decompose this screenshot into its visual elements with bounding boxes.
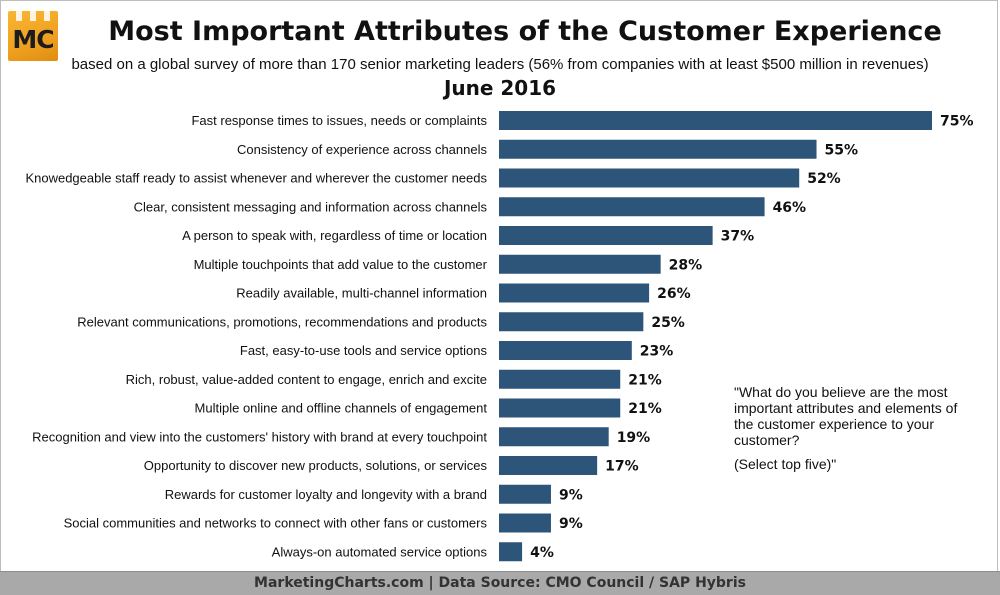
survey-question-note: "What do you believe are the most import… [734,384,974,472]
bar-8 [499,312,644,332]
value-label-7: 26% [657,286,691,302]
category-label-12: Recognition and view into the customers'… [32,429,487,444]
bar-7 [499,283,650,303]
category-label-14: Rewards for customer loyalty and longevi… [165,487,487,502]
marketingcharts-logo: MC [8,11,58,61]
bar-11 [499,398,621,418]
bar-chart: 75% Fast response times to issues, needs … [25,111,974,562]
bar-4 [499,197,765,217]
chart-date: June 2016 [443,76,557,100]
category-label-9: Fast, easy-to-use tools and service opti… [240,343,488,358]
bar-6 [499,254,661,274]
category-label-2: Consistency of experience across channel… [237,142,488,157]
value-label-6: 28% [669,257,703,273]
category-label-8: Relevant communications, promotions, rec… [77,314,487,329]
survey-question-text: "What do you believe are the most import… [734,384,958,448]
category-label-15: Social communities and networks to conne… [64,516,488,531]
value-label-11: 21% [628,401,662,417]
value-label-8: 25% [651,315,685,331]
category-label-5: A person to speak with, regardless of ti… [182,228,487,243]
bar-15 [499,513,551,533]
survey-question-instruction: (Select top five)" [734,456,837,472]
category-label-16: Always-on automated service options [272,544,488,559]
value-label-16: 4% [530,545,554,561]
category-label-4: Clear, consistent messaging and informat… [134,199,488,214]
category-label-1: Fast response times to issues, needs or … [191,113,487,128]
category-label-13: Opportunity to discover new products, so… [144,458,488,473]
bar-3 [499,168,800,188]
value-label-14: 9% [559,487,583,503]
bar-5 [499,226,713,245]
category-label-11: Multiple online and offline channels of … [195,401,488,416]
bar-10 [499,369,621,389]
category-label-7: Readily available, multi-channel informa… [236,286,487,301]
value-label-10: 21% [628,372,662,388]
value-label-4: 46% [773,200,807,216]
chart-title: Most Important Attributes of the Custome… [108,16,942,47]
bar-9 [499,341,632,360]
value-label-15: 9% [559,516,583,532]
logo-wordmark: MC [12,25,54,54]
value-label-1: 75% [940,114,974,130]
value-label-9: 23% [640,344,674,360]
bar-16 [499,542,523,562]
category-label-10: Rich, robust, value-added content to eng… [126,372,487,387]
bar-1 [499,111,932,130]
chart-subtitle: based on a global survey of more than 17… [71,56,929,73]
value-label-2: 55% [825,142,859,158]
category-label-6: Multiple touchpoints that add value to t… [194,257,488,272]
value-label-12: 19% [617,430,651,446]
bar-14 [499,484,551,504]
bar-12 [499,427,609,447]
value-label-5: 37% [721,229,755,245]
bar-13 [499,456,598,475]
bar-2 [499,139,817,159]
source-footer: MarketingCharts.com | Data Source: CMO C… [0,571,1000,595]
value-label-3: 52% [807,171,841,187]
value-label-13: 17% [605,459,639,475]
category-label-3: Knowedgeable staff ready to assist whene… [25,171,487,186]
